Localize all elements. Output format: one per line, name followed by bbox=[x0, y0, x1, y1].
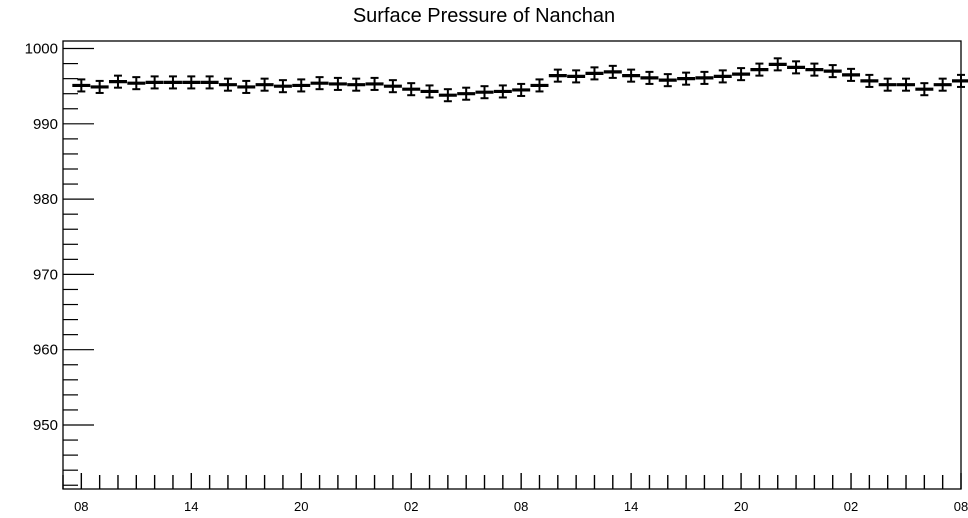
data-point bbox=[897, 77, 916, 92]
data-point bbox=[163, 75, 182, 90]
chart-title: Surface Pressure of Nanchan bbox=[352, 5, 616, 27]
data-point bbox=[512, 82, 531, 97]
data-point bbox=[658, 73, 677, 88]
data-point bbox=[493, 84, 512, 99]
data-point bbox=[603, 64, 622, 79]
data-point bbox=[695, 70, 714, 85]
data-point bbox=[237, 79, 256, 94]
data-point bbox=[713, 69, 732, 84]
y-tick-label: 980 bbox=[33, 191, 58, 208]
x-tick-label: 08 bbox=[954, 499, 968, 514]
data-point bbox=[567, 69, 586, 84]
data-point bbox=[347, 77, 366, 92]
x-tick-label: 02 bbox=[404, 499, 418, 514]
data-point bbox=[383, 79, 402, 94]
data-point bbox=[273, 79, 292, 94]
data-point bbox=[787, 60, 806, 75]
data-point bbox=[933, 77, 952, 92]
data-point bbox=[878, 77, 897, 92]
data-point bbox=[640, 70, 659, 85]
data-point bbox=[182, 75, 201, 90]
data-point bbox=[402, 82, 421, 97]
data-point bbox=[548, 68, 567, 83]
data-point bbox=[438, 88, 457, 103]
y-tick-label: 970 bbox=[33, 266, 58, 283]
x-tick-label: 08 bbox=[74, 499, 88, 514]
data-point bbox=[328, 76, 347, 91]
x-tick-label: 14 bbox=[624, 499, 638, 514]
data-point bbox=[127, 76, 146, 91]
data-point bbox=[218, 77, 237, 92]
x-axis: 08 14 20 02 08 14 20 02 08 bbox=[62, 473, 968, 514]
y-tick-label: 960 bbox=[33, 342, 58, 359]
data-point bbox=[475, 85, 494, 100]
data-point bbox=[145, 75, 164, 90]
data-point bbox=[310, 76, 329, 91]
data-point bbox=[915, 82, 934, 97]
x-tick-label: 14 bbox=[184, 499, 198, 514]
y-tick-label: 990 bbox=[33, 116, 58, 133]
data-point bbox=[200, 75, 219, 90]
data-point bbox=[677, 71, 696, 86]
y-axis: 1000 990 980 970 960 950 bbox=[25, 41, 94, 486]
data-point bbox=[952, 73, 968, 88]
data-point bbox=[585, 66, 604, 81]
x-tick-label: 02 bbox=[844, 499, 858, 514]
x-tick-label: 20 bbox=[294, 499, 308, 514]
plot-border bbox=[62, 40, 962, 490]
data-point bbox=[860, 73, 879, 88]
x-tick-label: 20 bbox=[734, 499, 748, 514]
x-tick-label: 08 bbox=[514, 499, 528, 514]
data-point bbox=[72, 78, 91, 93]
data-point bbox=[823, 64, 842, 79]
data-point bbox=[457, 86, 476, 101]
data-point bbox=[420, 84, 439, 99]
data-point bbox=[622, 68, 641, 83]
y-tick-label: 950 bbox=[33, 417, 58, 434]
data-point bbox=[768, 57, 787, 72]
data-point bbox=[842, 67, 861, 82]
data-point bbox=[90, 79, 109, 94]
data-point bbox=[530, 78, 549, 93]
data-point bbox=[108, 74, 127, 89]
data-point bbox=[365, 76, 384, 91]
plot-frame bbox=[62, 40, 962, 490]
data-layer bbox=[72, 57, 968, 103]
data-point bbox=[805, 62, 824, 77]
y-tick-label: 1000 bbox=[25, 41, 58, 58]
data-point bbox=[292, 78, 311, 93]
data-point bbox=[732, 67, 751, 82]
data-point bbox=[750, 62, 769, 77]
data-point bbox=[255, 77, 274, 92]
